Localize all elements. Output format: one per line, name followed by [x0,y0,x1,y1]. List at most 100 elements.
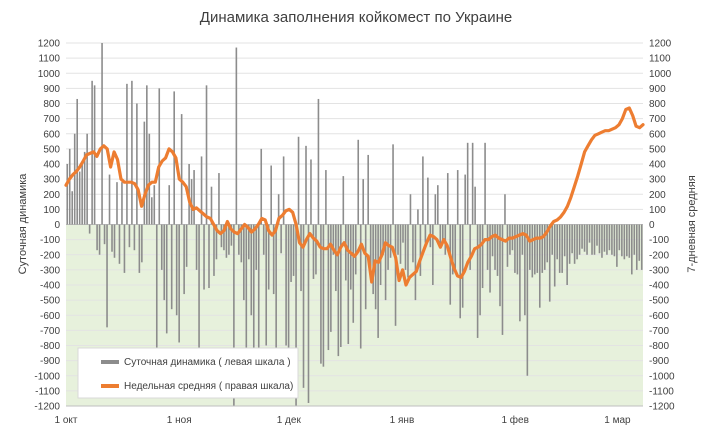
y-tick-left-label: 800 [43,99,60,110]
daily-bar [635,224,638,270]
daily-bar [543,224,546,270]
daily-bar [337,224,340,357]
daily-bar [474,186,476,225]
daily-bar [332,224,335,255]
daily-bar [158,88,161,225]
daily-bar [578,224,581,255]
legend-label-daily: Суточная динамика ( левая шкала ) [124,357,291,368]
daily-bar [292,224,295,276]
y-tick-left-label: 1200 [38,39,61,50]
daily-bar [596,224,598,246]
daily-bar [106,224,108,328]
daily-bar [76,98,78,225]
x-tick-label: 1 дек [277,415,302,426]
daily-bar [466,142,469,225]
daily-bar [538,224,541,308]
daily-bar [340,224,342,348]
y-tick-right-label: -300 [649,265,669,276]
daily-bar [451,224,454,275]
daily-bar [521,224,524,255]
daily-bar [163,224,166,301]
y-tick-right-label: 1100 [649,54,671,65]
daily-bar [454,224,457,270]
daily-bar [267,224,270,290]
daily-bar [325,170,327,225]
daily-bar [200,156,203,225]
weekly-average-line [64,106,645,287]
daily-bar [265,224,268,346]
daily-bar [618,224,621,251]
daily-bar [215,224,218,260]
daily-bar [573,224,576,264]
daily-bar [541,224,544,273]
daily-bar [81,164,83,225]
daily-bar [414,224,417,301]
daily-bar [141,224,143,263]
daily-bar [621,224,623,257]
daily-bar [616,224,618,267]
daily-bar [243,224,245,301]
daily-bar [255,224,258,270]
daily-bar [148,133,151,225]
daily-bar [382,224,384,255]
daily-bar [175,224,178,316]
daily-bar [611,224,613,255]
x-tick-label: 1 ноя [167,415,192,426]
y-tick-left-label: -900 [40,356,60,367]
daily-bar [352,224,355,323]
daily-bar [441,224,444,242]
daily-bar [128,224,131,248]
y-ticks-left: 1200110010009008007006005004003002001000… [34,39,60,413]
daily-bar [439,224,442,246]
y-tick-right-label: 900 [649,84,666,95]
x-tick-label: 1 мар [604,415,631,426]
daily-bar [180,114,183,225]
daily-bar [327,224,330,351]
daily-bar [71,191,74,225]
daily-bar [471,142,474,225]
daily-bar [384,224,387,301]
y-tick-right-label: 200 [649,190,666,201]
daily-bar [262,224,265,255]
daily-bar [165,224,168,334]
daily-bar [305,145,307,225]
daily-bar [499,224,501,307]
daily-bar [608,224,611,251]
daily-bar [389,224,392,258]
daily-bar [424,224,427,243]
daily-bar [178,224,180,343]
chart-title: Динамика заполнения койкомест по Украине [200,9,512,26]
daily-bar [290,224,292,282]
daily-bar [208,224,210,289]
daily-bar [260,148,263,225]
daily-bar [556,224,558,260]
daily-bar [170,224,173,310]
daily-bar [108,174,111,225]
daily-bar [464,174,466,225]
y-tick-left-label: 300 [43,175,60,186]
y-tick-left-label: -1200 [34,402,60,413]
y-tick-right-label: -500 [649,296,669,307]
legend-box [77,347,299,399]
daily-bar [131,80,133,225]
daily-bar [626,224,628,257]
daily-bar [459,224,462,319]
daily-bar [238,224,240,255]
daily-bar [193,170,195,225]
daily-bar [583,224,586,252]
daily-bar [519,224,521,322]
daily-bar [322,224,325,367]
daily-bar [588,224,591,243]
daily-bar [300,224,302,292]
daily-bar [335,224,337,292]
daily-bar [501,224,504,335]
daily-bar [285,224,287,346]
y-tick-left-label: -100 [40,235,60,246]
y-tick-right-label: 800 [649,99,666,110]
daily-bar [449,224,452,305]
daily-bar [434,194,437,225]
daily-bar [223,224,225,251]
daily-bar [342,176,345,225]
daily-bar [143,121,146,225]
y-axis-right-title: 7-дневная средняя [686,175,698,272]
